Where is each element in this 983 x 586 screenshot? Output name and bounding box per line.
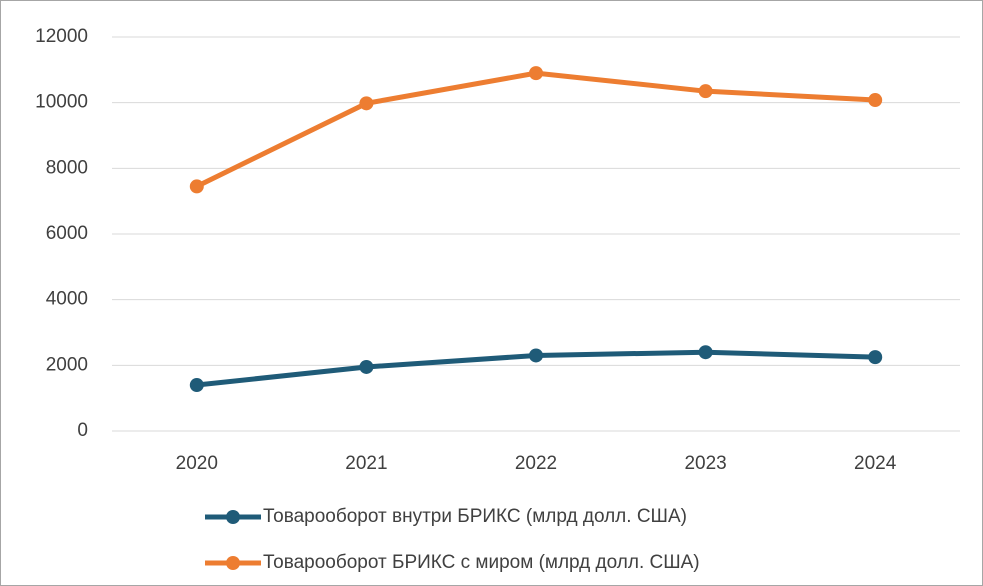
x-tick-label: 2022 [515, 453, 557, 474]
y-tick-label: 8000 [46, 157, 88, 178]
legend-label: Товарооборот внутри БРИКС (млрд долл. СШ… [263, 506, 687, 527]
legend-marker [226, 510, 240, 524]
y-tick-label: 12000 [35, 26, 88, 47]
point [529, 66, 543, 81]
point [698, 84, 713, 99]
point [529, 348, 543, 363]
y-tick-label: 4000 [46, 289, 88, 310]
point [189, 378, 204, 393]
y-tick-label: 10000 [35, 92, 88, 113]
x-tick-label: 2023 [684, 453, 726, 474]
y-tick-label: 6000 [46, 223, 88, 244]
y-tick-label: 2000 [46, 354, 88, 375]
point [359, 359, 374, 374]
legend-label: Товарооборот БРИКС с миром (млрд долл. С… [263, 552, 700, 573]
point [868, 93, 883, 108]
point [868, 350, 883, 365]
x-tick-label: 2021 [345, 453, 387, 474]
point [698, 345, 713, 360]
y-tick-label: 0 [77, 420, 88, 441]
point [189, 179, 204, 194]
legend-marker [226, 556, 240, 570]
x-tick-label: 2024 [854, 453, 897, 474]
x-tick-label: 2020 [176, 453, 218, 474]
point [359, 96, 374, 111]
